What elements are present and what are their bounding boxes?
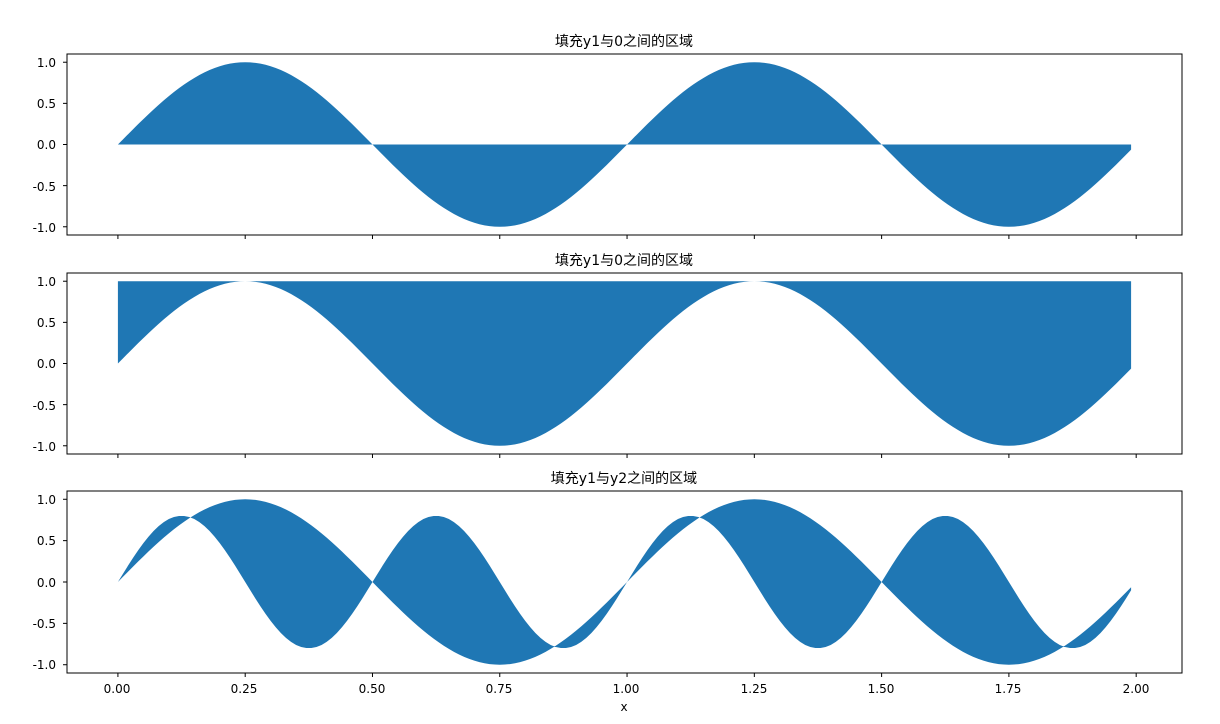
y-tick-label: 0.0 (37, 576, 56, 590)
y-tick-label: -1.0 (33, 658, 56, 672)
y-tick-label: -1.0 (33, 221, 56, 235)
subplot-1-title: 填充y1与0之间的区域 (555, 34, 693, 50)
subplot-2-plot-area (63, 272, 1183, 458)
y-tick-label: 1.0 (37, 56, 56, 70)
x-tick-label: 1.25 (741, 682, 768, 696)
filled-area (117, 62, 1132, 227)
x-tick-label: 2.00 (1123, 682, 1150, 696)
x-tick-label: 0.50 (359, 682, 386, 696)
subplot-3: 填充y1与y2之间的区域 1.0 0.5 0.0 -0.5 -1.0 0.00 … (33, 471, 1183, 714)
subplot-1-plot-area (63, 53, 1183, 239)
y-tick-label: 0.5 (37, 97, 56, 111)
y-tick-label: -0.5 (33, 617, 56, 631)
y-tick-label: -0.5 (33, 180, 56, 194)
subplot-3-plot-area (63, 490, 1183, 677)
y-tick-label: 0.0 (37, 138, 56, 152)
subplot-3-yticks: 1.0 0.5 0.0 -0.5 -1.0 (33, 493, 56, 672)
x-tick-label: 0.00 (104, 682, 131, 696)
y-tick-label: 1.0 (37, 493, 56, 507)
x-tick-label: 1.00 (613, 682, 640, 696)
y-tick-label: -0.5 (33, 399, 56, 413)
y-tick-label: 0.5 (37, 316, 56, 330)
x-tick-label: 0.75 (486, 682, 513, 696)
y-tick-label: -1.0 (33, 440, 56, 454)
subplot-3-xticks: 0.00 0.25 0.50 0.75 1.00 1.25 1.50 1.75 … (104, 682, 1150, 696)
filled-area (117, 281, 1132, 446)
subplot-2: 填充y1与0之间的区域 1.0 0.5 0.0 -0.5 -1.0 (33, 253, 1183, 458)
y-tick-label: 0.0 (37, 357, 56, 371)
x-tick-label: 1.50 (868, 682, 895, 696)
subplot-1: 填充y1与0之间的区域 1.0 0.5 0.0 -0.5 -1.0 (33, 34, 1183, 239)
subplot-1-yticks: 1.0 0.5 0.0 -0.5 -1.0 (33, 56, 56, 235)
subplot-3-title: 填充y1与y2之间的区域 (551, 471, 697, 487)
subplot-2-yticks: 1.0 0.5 0.0 -0.5 -1.0 (33, 275, 56, 454)
x-tick-label: 0.25 (231, 682, 258, 696)
subplot-2-title: 填充y1与0之间的区域 (555, 253, 693, 269)
y-tick-label: 1.0 (37, 275, 56, 289)
x-tick-label: 1.75 (995, 682, 1022, 696)
x-axis-label: x (620, 700, 627, 714)
filled-area (117, 499, 1132, 665)
y-tick-label: 0.5 (37, 534, 56, 548)
